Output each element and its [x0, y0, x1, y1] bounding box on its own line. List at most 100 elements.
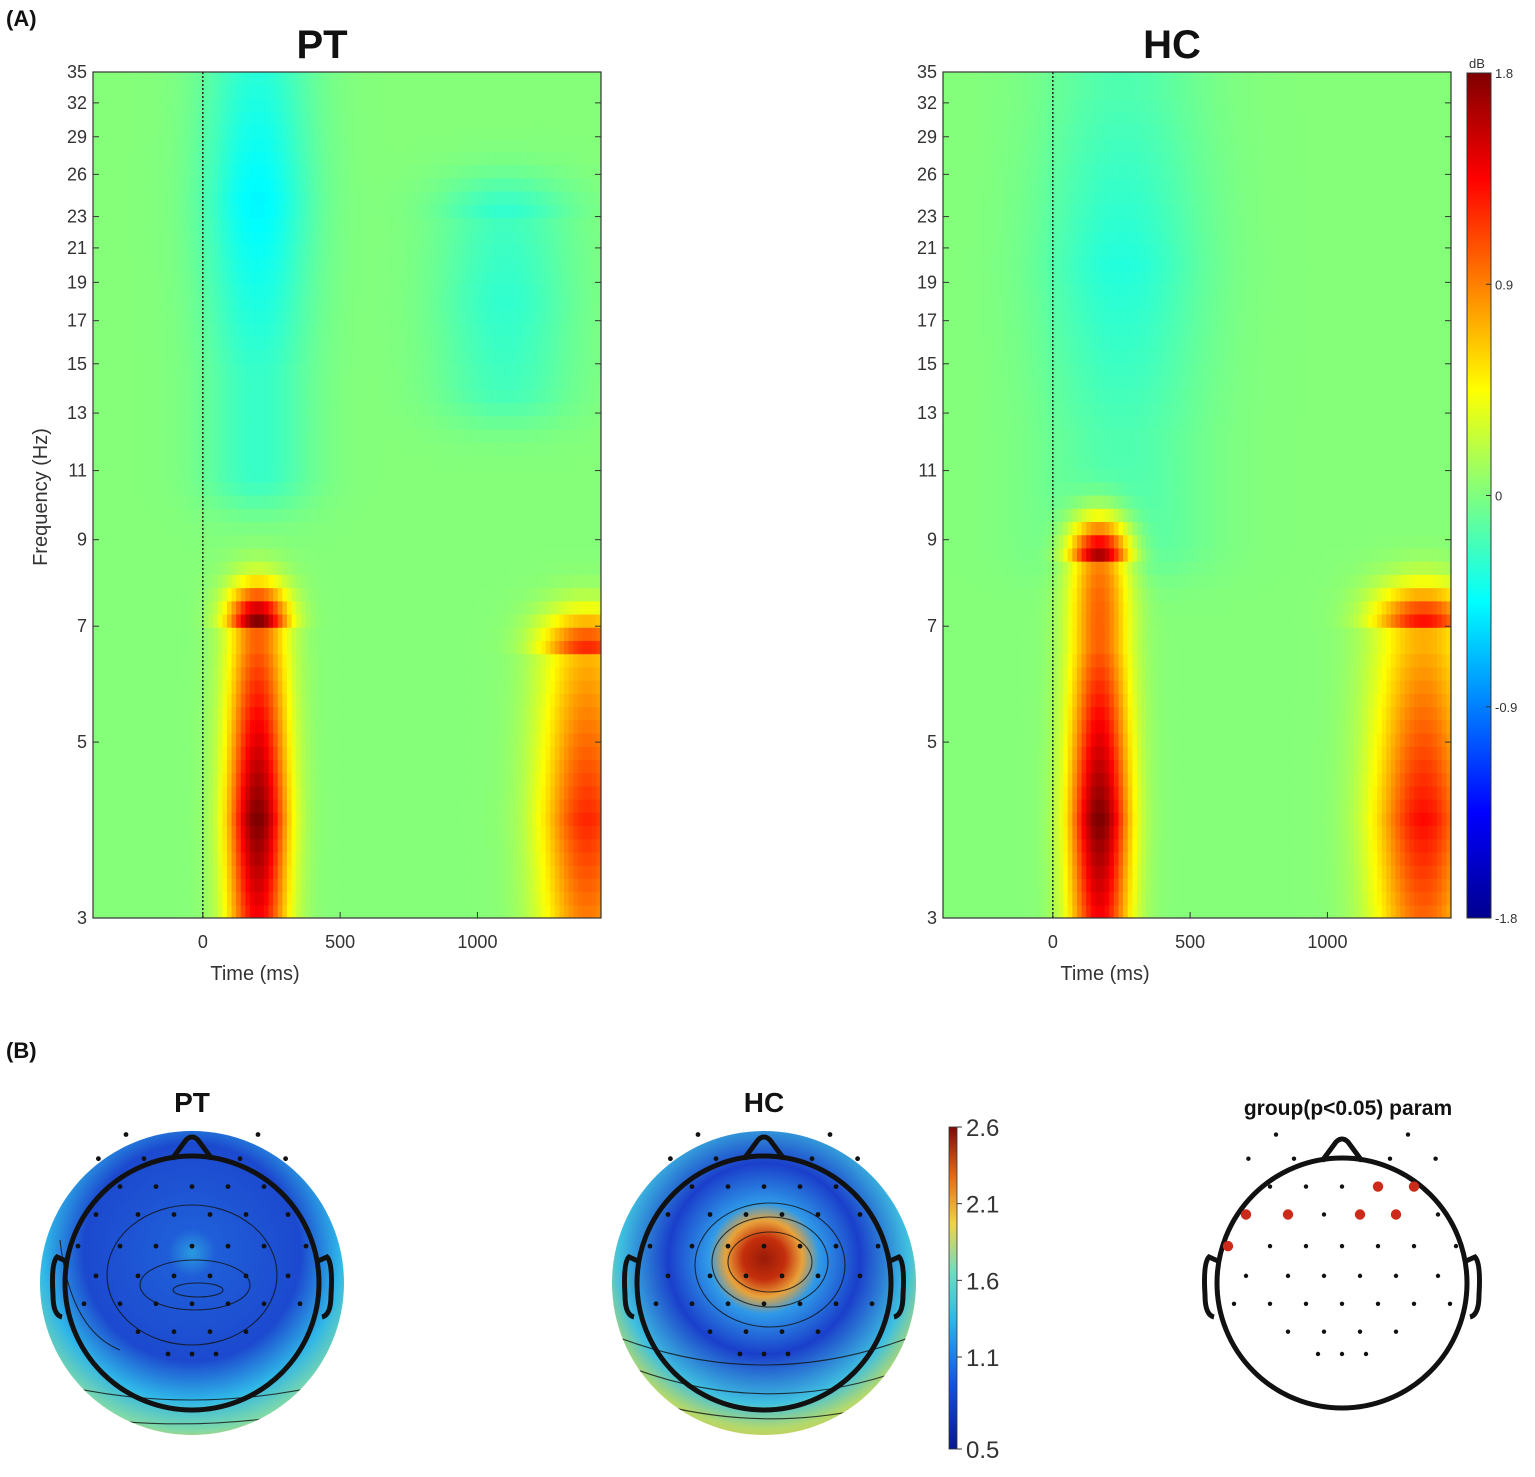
- heatmap-cell: [402, 217, 408, 232]
- heatmap-cell: [97, 878, 103, 893]
- heatmap-cell: [286, 904, 293, 918]
- heatmap-cell: [208, 600, 214, 615]
- heatmap-cell: [116, 217, 122, 232]
- heatmap-cell: [370, 164, 376, 179]
- heatmap-cell: [217, 680, 223, 694]
- heatmap-cell: [296, 746, 302, 760]
- heatmap-cell: [125, 759, 131, 774]
- heatmap-cell: [263, 415, 270, 430]
- heatmap-cell: [448, 666, 454, 681]
- heatmap-cell: [388, 217, 394, 232]
- heatmap-cell: [393, 865, 399, 879]
- heatmap-cell: [434, 825, 440, 840]
- heatmap-cell: [305, 904, 311, 918]
- heatmap-cell: [226, 891, 233, 906]
- heatmap-cell: [231, 336, 237, 351]
- heatmap-cell: [333, 415, 339, 430]
- heatmap-cell: [291, 349, 297, 364]
- heatmap-cell: [259, 574, 265, 589]
- heatmap-cell: [443, 111, 450, 126]
- heatmap-cell: [180, 428, 186, 443]
- heatmap-cell: [213, 376, 219, 390]
- heatmap-cell: [383, 481, 390, 496]
- heatmap-cell: [250, 402, 256, 417]
- heatmap-cell: [106, 574, 113, 589]
- heatmap-cell: [379, 85, 385, 100]
- heatmap-cell: [268, 653, 274, 668]
- heatmap-cell: [342, 85, 348, 100]
- heatmap-cell: [231, 904, 237, 918]
- heatmap-cell: [360, 468, 367, 483]
- heatmap-cell: [402, 561, 408, 575]
- heatmap-cell: [416, 785, 422, 800]
- heatmap-cell: [425, 746, 431, 760]
- heatmap-cell: [194, 851, 200, 866]
- heatmap-cell: [166, 151, 173, 166]
- heatmap-cell: [356, 283, 362, 298]
- heatmap-cell: [203, 85, 210, 100]
- heatmap-cell: [305, 72, 311, 86]
- heatmap-cell: [217, 389, 223, 404]
- heatmap-cell: [129, 138, 136, 152]
- heatmap-cell: [139, 389, 145, 404]
- heatmap-cell: [439, 336, 445, 351]
- heatmap-cell: [379, 190, 385, 205]
- heatmap-cell: [245, 785, 251, 800]
- heatmap-cell: [430, 851, 436, 866]
- heatmap-cell: [383, 878, 390, 893]
- heatmap-cell: [180, 693, 186, 708]
- heatmap-cell: [323, 891, 330, 906]
- heatmap-cell: [286, 415, 293, 430]
- heatmap-cell: [282, 243, 288, 258]
- heatmap-cell: [337, 442, 343, 456]
- heatmap-cell: [310, 72, 316, 86]
- heatmap-cell: [129, 759, 136, 774]
- heatmap-cell: [277, 283, 283, 298]
- heatmap-cell: [305, 243, 311, 258]
- heatmap-cell: [370, 627, 376, 642]
- heatmap-cell: [199, 389, 205, 404]
- heatmap-cell: [226, 799, 233, 813]
- heatmap-cell: [222, 389, 228, 404]
- heatmap-cell: [356, 799, 362, 813]
- heatmap-cell: [296, 85, 302, 100]
- heatmap-cell: [162, 799, 168, 813]
- heatmap-cell: [203, 600, 210, 615]
- heatmap-cell: [305, 309, 311, 324]
- heatmap-cell: [176, 204, 182, 219]
- heatmap-cell: [443, 243, 450, 258]
- heatmap-cell: [425, 428, 431, 443]
- heatmap-cell: [370, 732, 376, 747]
- heatmap-cell: [153, 243, 159, 258]
- heatmap-cell: [111, 389, 117, 404]
- heatmap-cell: [291, 851, 297, 866]
- heatmap-cell: [337, 680, 343, 694]
- heatmap-cell: [236, 574, 242, 589]
- heatmap-cell: [185, 85, 191, 100]
- heatmap-cell: [97, 785, 103, 800]
- heatmap-cell: [420, 904, 427, 918]
- heatmap-cell: [351, 561, 357, 575]
- heatmap-cell: [448, 508, 454, 523]
- heatmap-cell: [397, 376, 404, 390]
- heatmap-cell: [342, 190, 348, 205]
- heatmap-cell: [148, 851, 154, 866]
- heatmap-cell: [106, 111, 113, 126]
- heatmap-cell: [102, 376, 108, 390]
- heatmap-cell: [448, 627, 454, 642]
- heatmap-cell: [342, 481, 348, 496]
- heatmap-cell: [365, 613, 371, 628]
- heatmap-cell: [291, 243, 297, 258]
- heatmap-cell: [245, 138, 251, 152]
- heatmap-cell: [199, 296, 205, 311]
- heatmap-cell: [407, 838, 413, 853]
- heatmap-cell: [365, 706, 371, 721]
- heatmap-cell: [374, 362, 380, 377]
- heatmap-cell: [416, 812, 422, 827]
- heatmap-cell: [245, 177, 251, 192]
- heatmap-cell: [203, 759, 210, 774]
- heatmap-cell: [226, 706, 233, 721]
- heatmap-cell: [97, 732, 103, 747]
- heatmap-cell: [383, 349, 390, 364]
- heatmap-cell: [263, 270, 270, 285]
